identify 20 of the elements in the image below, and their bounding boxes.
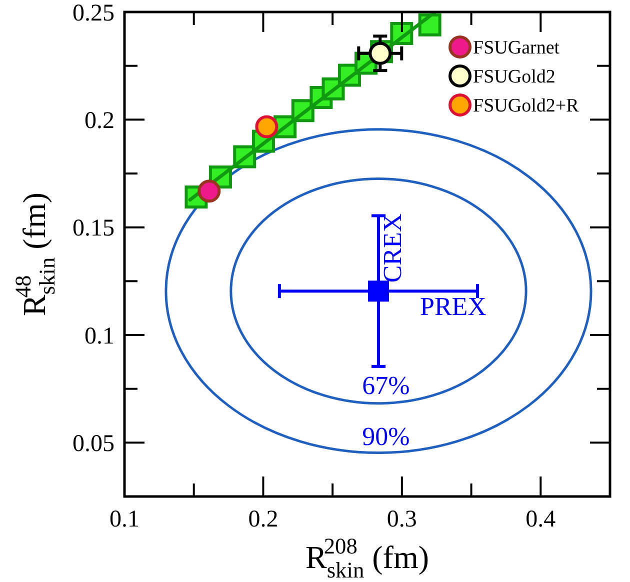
annotation: PREX [420,292,487,322]
legend-label: FSUGold2 [473,66,556,88]
point [368,280,389,302]
point [198,180,221,203]
y-tick-label: 0.2 [84,108,114,134]
legend-label: FSUGarnet [473,38,560,59]
legend-label: FSUGold2+R [473,96,580,117]
y-tick-label: 0.1 [84,323,114,350]
x-tick-label: 0.2 [248,506,278,532]
annotation: 67% [362,371,410,400]
y-tick-label: 0.15 [72,216,114,242]
y-tick-label: 0.25 [72,0,114,26]
annotation: 90% [362,422,410,452]
y-tick-label: 0.05 [72,431,114,458]
x-tick-label: 0.4 [526,506,556,532]
annotation: CREX [378,213,408,283]
x-tick-label: 0.1 [110,506,140,532]
x-tick-label: 0.3 [386,506,417,532]
x-axis-title: R$_{skin}$$^{208}$ (fm) [305,534,430,582]
point [255,115,278,138]
